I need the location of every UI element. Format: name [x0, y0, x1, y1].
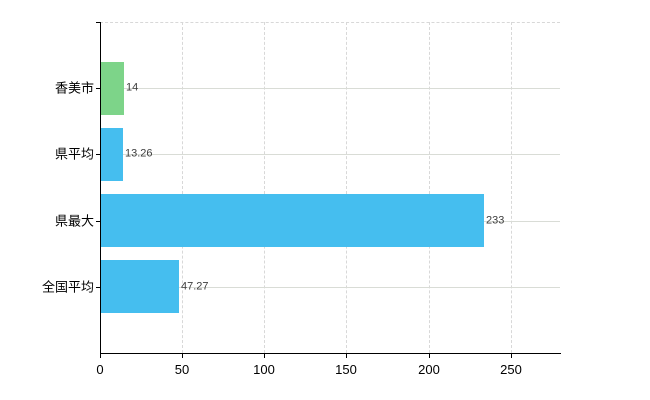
category-tick [96, 154, 100, 155]
bar-value-label: 47.27 [181, 280, 209, 293]
vertical-gridline [182, 22, 184, 353]
x-tick-label: 0 [96, 362, 104, 377]
category-label: 全国平均 [41, 279, 94, 295]
category-tick [96, 221, 100, 222]
horizontal-gridline [100, 287, 560, 288]
plot-top-border [100, 22, 560, 23]
category-tick [96, 287, 100, 288]
category-tick [96, 88, 100, 89]
x-axis-tick [100, 354, 101, 358]
vertical-gridline [264, 22, 266, 353]
vertical-gridline [428, 22, 430, 353]
x-tick-label: 100 [253, 362, 275, 377]
x-tick-label: 50 [174, 362, 190, 377]
bar-3 [101, 260, 179, 313]
bar-value-label: 14 [126, 81, 139, 94]
y-axis-line [100, 22, 101, 354]
horizontal-gridline [100, 88, 560, 89]
x-axis-tick [346, 354, 347, 358]
x-tick-label: 150 [335, 362, 357, 377]
bar-value-label: 13.26 [125, 147, 153, 160]
category-label: 県平均 [54, 146, 94, 162]
bar-2 [101, 194, 484, 247]
x-tick-label: 200 [418, 362, 440, 377]
x-axis-line [100, 353, 561, 354]
x-axis-tick [429, 354, 430, 358]
vertical-gridline [510, 22, 512, 353]
bar-1 [101, 128, 123, 181]
x-axis-tick [264, 354, 265, 358]
bar-value-label: 233 [486, 214, 505, 227]
bar-0 [101, 62, 124, 115]
category-label: 香美市 [54, 80, 94, 96]
category-label: 県最大 [54, 213, 94, 229]
y-axis-top-tick [96, 22, 100, 23]
x-tick-label: 250 [500, 362, 522, 377]
x-axis-tick [182, 354, 183, 358]
vertical-gridline [346, 22, 348, 353]
horizontal-gridline [100, 154, 560, 155]
x-axis-tick [511, 354, 512, 358]
